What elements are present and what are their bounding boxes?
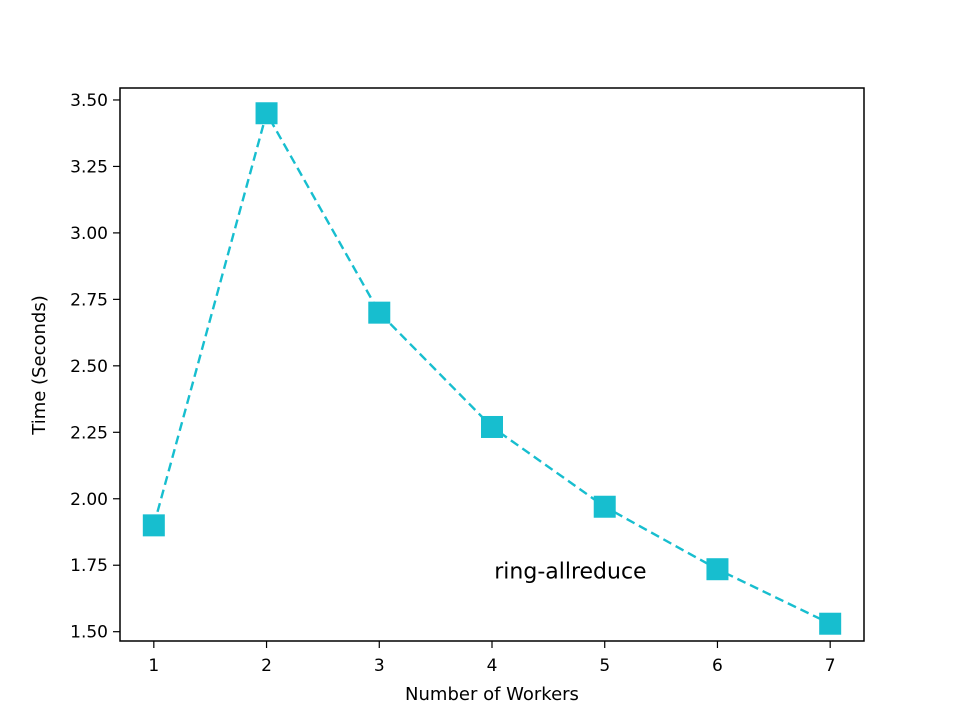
annotation-label: ring-allreduce (494, 560, 646, 585)
y-tick-label: 2.50 (70, 357, 108, 377)
y-tick-label: 3.00 (70, 224, 108, 244)
y-axis: 1.50 1.75 2.00 2.25 2.50 2.75 3.00 3.25 3.50 (70, 91, 120, 643)
data-point-marker (481, 415, 503, 438)
y-tick-label: 3.50 (70, 91, 108, 111)
y-tick-label: 2.75 (70, 290, 108, 310)
data-point-marker (593, 495, 616, 518)
x-axis-label: Number of Workers (405, 684, 579, 705)
y-tick-label: 3.25 (70, 157, 108, 177)
x-axis: 1 2 3 4 5 6 7 (148, 641, 836, 676)
y-tick-label: 1.50 (70, 623, 108, 643)
plot-frame (119, 87, 865, 642)
data-point-marker (819, 612, 842, 635)
y-axis-label: Time (Seconds) (29, 295, 50, 435)
y-tick-label: 2.00 (70, 490, 108, 510)
x-tick-label: 2 (261, 656, 272, 676)
data-point-marker (368, 301, 391, 324)
x-tick-label: 4 (487, 656, 498, 676)
y-tick-label: 2.25 (70, 423, 108, 443)
y-tick-label: 1.75 (70, 556, 108, 576)
data-point-marker (255, 102, 278, 125)
x-tick-label: 5 (599, 656, 610, 676)
data-point-marker (142, 514, 165, 537)
x-tick-label: 1 (148, 656, 159, 676)
series-line (152, 110, 831, 625)
x-tick-label: 7 (825, 656, 836, 676)
x-tick-label: 3 (374, 656, 385, 676)
series-markers (142, 102, 842, 635)
x-tick-label: 6 (712, 656, 723, 676)
data-point-marker (706, 558, 729, 581)
